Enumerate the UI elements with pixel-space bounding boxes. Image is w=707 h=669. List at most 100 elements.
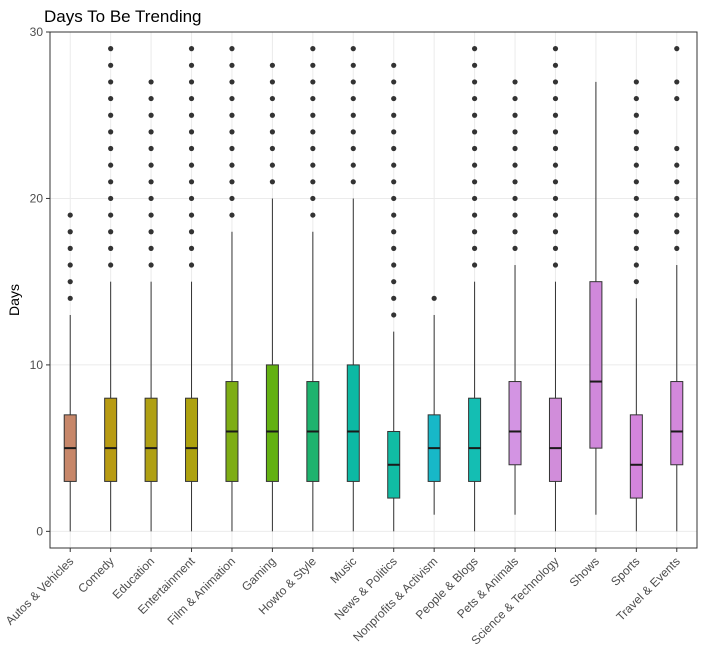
outlier-point — [391, 179, 397, 185]
outlier-point — [188, 162, 195, 168]
outlier-point — [471, 162, 478, 168]
outlier-point — [188, 79, 195, 85]
outlier-point — [350, 46, 356, 52]
outlier-point — [67, 279, 73, 285]
outlier-point — [67, 295, 73, 301]
outlier-point — [229, 145, 235, 152]
outlier-point — [310, 95, 316, 102]
outlier-point — [512, 162, 518, 168]
outlier-point — [512, 179, 518, 185]
outlier-point — [391, 112, 397, 118]
outlier-point — [310, 162, 316, 168]
outlier-point — [108, 145, 114, 152]
outlier-point — [633, 112, 639, 118]
box — [629, 414, 643, 499]
outlier-point — [674, 212, 680, 218]
outlier-point — [188, 129, 195, 135]
outlier-point — [310, 46, 316, 52]
outlier-point — [188, 245, 195, 251]
panel-border — [49, 31, 698, 549]
outlier-point — [633, 79, 639, 85]
outlier-point — [471, 262, 478, 268]
outlier-point — [552, 62, 559, 68]
outlier-point — [148, 195, 154, 202]
outlier-point — [108, 212, 114, 218]
outlier-point — [229, 46, 235, 52]
outlier-point — [108, 229, 114, 235]
outlier-point — [391, 195, 397, 202]
outlier-point — [229, 112, 235, 118]
outlier-point — [229, 162, 235, 168]
outlier-point — [391, 79, 397, 85]
box — [265, 364, 279, 482]
outlier-point — [229, 212, 235, 218]
outlier-point — [552, 245, 559, 251]
outlier-point — [188, 262, 195, 268]
outlier-point — [391, 229, 397, 235]
outlier-point — [108, 62, 114, 68]
outlier-point — [229, 62, 235, 68]
box — [144, 397, 158, 482]
box — [468, 397, 482, 482]
outlier-point — [552, 79, 559, 85]
outlier-point — [310, 62, 316, 68]
outlier-point — [148, 212, 154, 218]
x-tick-label: Music — [327, 554, 359, 586]
outlier-point — [552, 195, 559, 202]
outlier-point — [633, 212, 639, 218]
outlier-point — [108, 112, 114, 118]
box — [104, 397, 118, 482]
outlier-point — [391, 245, 397, 251]
outlier-point — [633, 145, 639, 152]
outlier-point — [269, 179, 276, 185]
outlier-point — [633, 245, 639, 251]
outlier-point — [188, 46, 195, 52]
outlier-point — [310, 195, 316, 202]
x-tick-label: Sports — [608, 554, 642, 588]
outlier-point — [310, 179, 316, 185]
x-tick-label: Comedy — [75, 554, 116, 595]
outlier-point — [512, 212, 518, 218]
outlier-point — [633, 229, 639, 235]
outlier-point — [188, 145, 195, 152]
outlier-point — [512, 229, 518, 235]
outlier-point — [391, 295, 397, 301]
outlier-point — [633, 179, 639, 185]
outlier-point — [391, 145, 397, 152]
outlier-point — [310, 129, 316, 135]
outlier-point — [512, 79, 518, 85]
outlier-point — [512, 95, 518, 102]
y-tick-label: 10 — [30, 358, 44, 372]
outlier-point — [552, 129, 559, 135]
outlier-point — [310, 212, 316, 218]
x-tick-label: Autos & Vehicles — [3, 554, 77, 628]
outlier-point — [633, 279, 639, 285]
outlier-point — [391, 62, 397, 68]
outlier-point — [148, 179, 154, 185]
outlier-point — [471, 145, 478, 152]
outlier-point — [391, 262, 397, 268]
outlier-point — [674, 195, 680, 202]
outlier-point — [269, 79, 276, 85]
outlier-point — [269, 162, 276, 168]
outlier-point — [67, 229, 73, 235]
outlier-point — [471, 79, 478, 85]
outlier-point — [188, 112, 195, 118]
outlier-point — [188, 212, 195, 218]
y-tick-label: 20 — [30, 191, 44, 205]
outlier-point — [471, 195, 478, 202]
outlier-point — [148, 145, 154, 152]
outlier-point — [350, 162, 356, 168]
y-tick-label: 30 — [30, 25, 44, 39]
outlier-point — [391, 312, 397, 318]
outlier-point — [148, 95, 154, 102]
outlier-point — [633, 195, 639, 202]
outlier-point — [350, 112, 356, 118]
outlier-point — [350, 129, 356, 135]
outlier-point — [633, 95, 639, 102]
outlier-point — [512, 145, 518, 152]
outlier-point — [67, 245, 73, 251]
outlier-point — [67, 212, 73, 218]
outlier-point — [269, 112, 276, 118]
